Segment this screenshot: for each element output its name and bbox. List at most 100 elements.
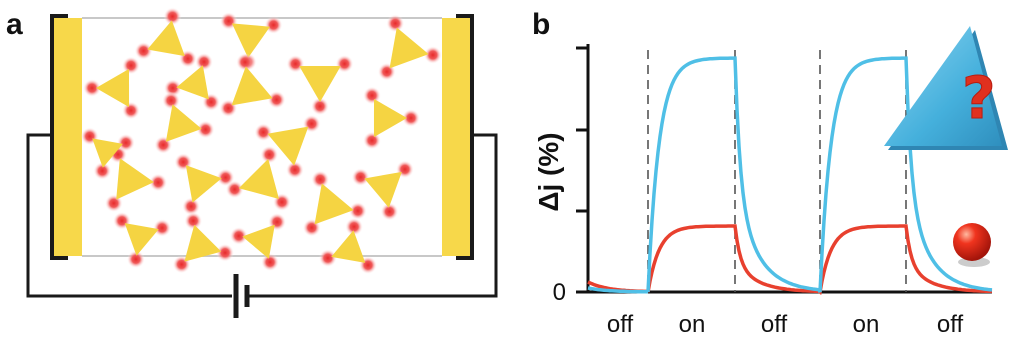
right-electrode: [442, 14, 474, 260]
triangle-particle: [267, 126, 309, 166]
particle: [112, 211, 172, 269]
triangle-particle: [389, 27, 429, 69]
ion-cloud: [363, 86, 381, 105]
triangle-particle: [231, 23, 270, 58]
ion-cloud: [162, 91, 181, 110]
ion-cloud: [348, 201, 367, 220]
response-chart: 0 Δj (%) off on off on off ?: [533, 26, 1008, 338]
ion-cloud: [260, 145, 279, 164]
ion-cloud: [216, 243, 235, 262]
ion-cloud: [264, 16, 283, 35]
y-axis-title: Δj (%): [533, 132, 564, 211]
triangle-particle: [124, 223, 159, 256]
particle: [302, 170, 367, 237]
particle: [80, 127, 135, 180]
particle: [174, 153, 235, 216]
ion-cloud: [423, 45, 442, 64]
ion-cloud: [229, 226, 248, 245]
ion-cloud: [149, 173, 168, 192]
triangle-particle: [373, 98, 408, 138]
particle: [229, 212, 287, 272]
particle: [254, 114, 321, 179]
ion-cloud: [182, 197, 201, 216]
particle: [225, 145, 291, 212]
phase-label-off-1: off: [607, 311, 634, 338]
ion-cloud: [83, 79, 102, 98]
particle: [83, 56, 140, 120]
triangle-particle: [147, 20, 185, 57]
panel-a-label: a: [6, 8, 23, 41]
ion-cloud: [163, 7, 182, 26]
sphere-particle-icon: [953, 223, 991, 267]
ion-cloud: [267, 90, 286, 109]
ion-cloud: [286, 54, 305, 73]
ion-cloud: [184, 211, 203, 230]
switch-markers: [647, 50, 907, 292]
triangle-particle-icon: ?: [884, 26, 1008, 150]
triangle-particle: [116, 158, 154, 200]
particle: [219, 53, 286, 118]
ion-cloud: [318, 249, 337, 268]
particle: [154, 91, 215, 154]
circuit-wire: [26, 133, 498, 298]
device-schematic: [26, 7, 498, 318]
triangle-particle: [184, 224, 222, 262]
ion-cloud: [104, 194, 123, 213]
ion-cloud: [261, 253, 280, 272]
ion-cloud: [254, 123, 273, 142]
triangle-particle: [231, 66, 273, 106]
ion-cloud: [401, 109, 420, 128]
triangle-particle: [92, 138, 123, 168]
particle: [163, 52, 221, 112]
y-tick-label-zero: 0: [553, 279, 566, 306]
triangle-particle: [185, 165, 222, 203]
particle: [351, 160, 414, 221]
ion-cloud: [386, 14, 405, 33]
ion-cloud: [126, 250, 145, 269]
ion-cloud: [116, 133, 135, 152]
triangle-response-curve: [587, 56, 993, 294]
sphere-response-curve: [587, 224, 993, 295]
triangle-particle: [165, 104, 202, 142]
triangle-particle: [314, 183, 354, 225]
triangle-particle: [242, 224, 275, 259]
ion-cloud: [153, 218, 172, 237]
ion-cloud: [195, 52, 214, 71]
triangle-particle: [176, 65, 209, 100]
ion-cloud: [311, 170, 330, 189]
triangle-particle: [331, 230, 366, 263]
ion-cloud: [285, 160, 304, 179]
ion-cloud: [134, 41, 153, 60]
ion-cloud: [380, 202, 399, 221]
triangle-particle: [299, 65, 341, 103]
question-mark: ?: [962, 64, 996, 132]
ion-cloud: [335, 54, 354, 73]
phase-label-on-1: on: [679, 311, 706, 338]
ion-cloud: [363, 131, 382, 150]
phase-label-off-3: off: [937, 311, 964, 338]
particle: [363, 86, 420, 150]
particle: [104, 145, 168, 213]
ion-cloud: [345, 217, 364, 236]
particle: [134, 7, 197, 68]
particle: [318, 217, 378, 275]
left-electrode: [50, 14, 82, 260]
phase-label-off-2: off: [761, 311, 788, 338]
ion-cloud: [196, 120, 215, 139]
ion-cloud: [93, 161, 112, 180]
triangle-particle: [95, 68, 130, 108]
ion-cloud: [236, 53, 255, 72]
ion-cloud: [351, 168, 370, 187]
particle: [172, 211, 235, 274]
ion-cloud: [310, 97, 329, 116]
particle-layer: [80, 7, 442, 275]
ion-cloud: [225, 180, 244, 199]
ion-cloud: [122, 56, 140, 75]
particle: [286, 54, 354, 116]
ion-cloud: [121, 101, 140, 120]
triangle-particle: [238, 158, 279, 199]
panel-b-label: b: [532, 8, 550, 41]
particle: [377, 14, 442, 81]
phase-label-on-2: on: [853, 311, 880, 338]
